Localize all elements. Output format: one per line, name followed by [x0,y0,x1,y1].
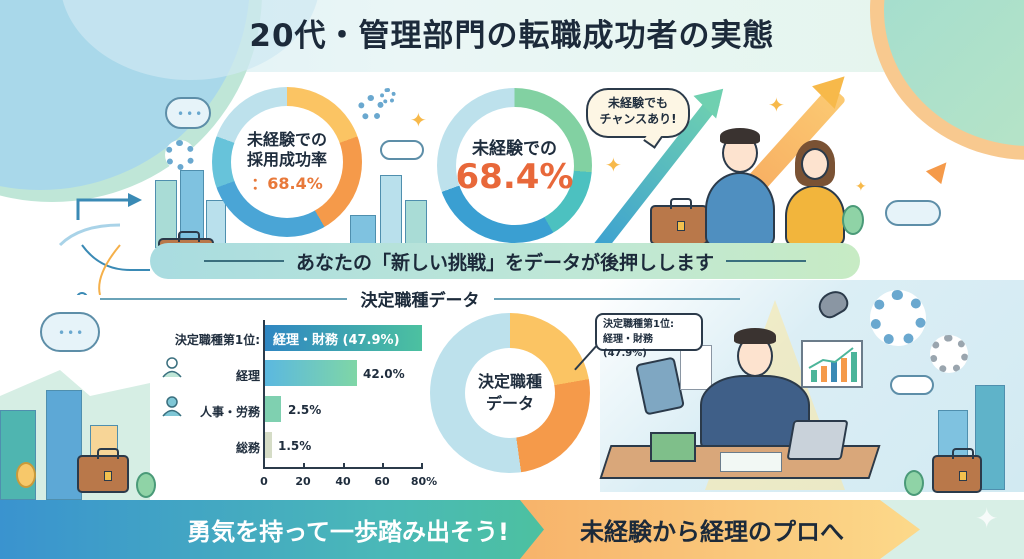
woman-head [801,148,829,180]
bar-value: 2.5% [288,403,322,417]
bubble-line2: チャンスあり! [599,112,677,127]
cloud-icon [380,140,424,160]
footer-left-panel: 勇気を持って一歩踏み出そう! [0,500,545,559]
bar-general-affairs [265,432,272,458]
divider [726,260,806,262]
x-tick-label: 60 [374,475,390,488]
cloud-icon [890,375,934,395]
building-icon [46,390,82,500]
x-tick-label: 40 [335,475,351,488]
donut-label-line1: 未経験での [246,130,327,149]
building-icon [405,200,427,245]
bar-label-general-affairs: 総務 [235,441,260,455]
sparkle-icon: ✦ [975,502,999,535]
briefcase-icon [650,198,708,245]
job-type-donut: 決定職種 データ [430,313,590,473]
gear-icon [870,290,926,346]
inexperienced-rate-donut: 未経験での 68.4% [437,88,592,243]
sparkle-icon: ✦ [855,179,867,195]
bar-label-accounting: 経理 [235,369,260,383]
person-outline-icon [162,357,182,378]
speech-bubble: 未経験でも チャンスあり! [586,88,690,138]
gear-icon [930,335,968,373]
building-icon [350,215,376,245]
donut-label: 未経験での [472,139,557,160]
success-rate-donut: 未経験での 採用成功率 ：68.4% [212,87,362,237]
speech-bubble-icon: ••• [40,312,100,352]
donut-value: 68.4% [455,157,574,198]
bar-finance-accounting: 経理・財務 (47.9%) [265,325,422,351]
sparkle-icon: ✦ [410,108,427,132]
footer-right-panel: 未経験から経理のプロへ [520,500,920,559]
tree-icon [136,472,156,498]
x-tick [343,463,345,469]
divider [203,260,284,262]
bar-hr [265,396,281,422]
y-axis [263,320,265,468]
building-icon [180,170,204,248]
bar-label-top: 決定職種第1位: [174,333,260,347]
tree-icon [904,470,924,496]
growth-chart-icon [801,340,863,388]
divider [493,297,740,300]
accountant-hair [734,328,776,344]
top-job-callout: 決定職種第1位: 経理・財務(47.9%) [595,313,703,359]
bar-value: 1.5% [278,439,312,453]
tree-icon [842,205,864,235]
divider [100,297,347,300]
callout-line1: 決定職種第1位: [603,319,674,330]
bar-label-hr: 人事・労務 [199,405,260,419]
books-stack-icon [650,432,696,462]
callout-line2: 経理・財務(47.9%) [603,333,653,360]
x-tick-label: 20 [295,475,311,488]
briefcase-icon [77,448,129,493]
tree-icon [16,462,36,488]
bar-accounting [265,360,357,386]
sparkle-icon: ✦ [768,93,785,117]
x-tick [382,463,384,469]
donut-value: ：68.4% [251,174,323,193]
document-icon [720,452,782,472]
x-tick-label: 80% [410,475,438,488]
x-tick-label: 0 [260,475,268,488]
footer-left-text: 勇気を持って一歩踏み出そう! [187,518,509,546]
woman-illustration [785,185,845,247]
x-tick [421,463,423,469]
flow-arrows-icon [58,193,150,295]
bubble-line1: 未経験でも [607,96,668,110]
x-tick [303,463,305,469]
gear-icon [380,88,396,104]
man-hair [720,128,760,144]
message-banner: あなたの「新しい挑戦」をデータが後押しします [150,243,860,279]
footer-right-text: 未経験から経理のプロへ [580,518,844,546]
sparkle-icon: ✦ [605,153,622,177]
donut-label-line1: 決定職種 [477,372,542,392]
banner-text: あなたの「新しい挑戦」をデータが後押しします [295,251,714,274]
cloud-icon [885,200,941,226]
bar-value: 経理・財務 (47.9%) [273,332,400,348]
laptop-icon [786,420,849,460]
section-title: 決定職種データ [360,291,480,311]
briefcase-icon [932,448,982,493]
donut-label-line2: データ [485,394,534,413]
building-icon [380,175,402,245]
person-icon [162,396,182,417]
job-bar-chart: 決定職種第1位: 経理 人事・労務 総務 経理・財務 (47.9%) 42.0%… [150,315,450,495]
donut-label-line2: 採用成功率 [246,150,327,169]
gear-icon [358,95,384,121]
small-arrow-icon [925,155,955,185]
spreadsheet-icon [680,345,712,390]
page-title: 20代・管理部門の転職成功者の実態 [249,18,775,54]
speech-bubble-icon: ••• [165,97,211,129]
section-header: 決定職種データ [100,286,740,311]
gear-icon [165,140,195,170]
bar-value: 42.0% [363,367,405,381]
man-illustration [705,172,775,247]
